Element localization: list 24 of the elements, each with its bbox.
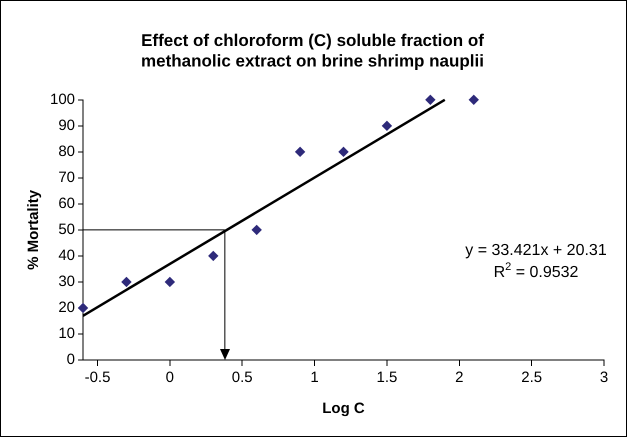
x-tick-label: -0.5 [84, 369, 110, 386]
x-tick-label: 3 [600, 369, 608, 386]
y-tick-label: 50 [58, 221, 76, 238]
x-tick-label: 0 [166, 369, 174, 386]
y-tick-label: 10 [58, 325, 76, 342]
x-tick-label: 1 [310, 369, 319, 386]
text: Effect of chloroform (C) soluble fraction of [141, 30, 484, 50]
y-axis-title: % Mortality [25, 189, 42, 270]
x-axis-title: Log C [322, 400, 365, 418]
y-tick-label: 70 [58, 169, 76, 186]
y-tick-label: 90 [58, 116, 76, 134]
x-tick-label: 0.5 [232, 369, 253, 386]
y-tick-label: 100 [50, 90, 76, 108]
y-tick-label: 20 [58, 299, 76, 316]
x-tick-label: 2.5 [521, 369, 542, 386]
y-tick-label: 40 [58, 247, 76, 264]
y-tick-label: 30 [58, 273, 76, 290]
y-tick-label: 0 [66, 351, 76, 368]
text: methanolic extract on brine shrimp nauplii [141, 51, 484, 70]
x-tick-label: 1.5 [376, 369, 398, 386]
x-tick-label: 2 [455, 369, 464, 386]
annotation: y = 33.421x + 20.31 [465, 242, 607, 259]
y-tick-label: 80 [58, 142, 76, 160]
y-tick-label: 60 [58, 195, 76, 212]
